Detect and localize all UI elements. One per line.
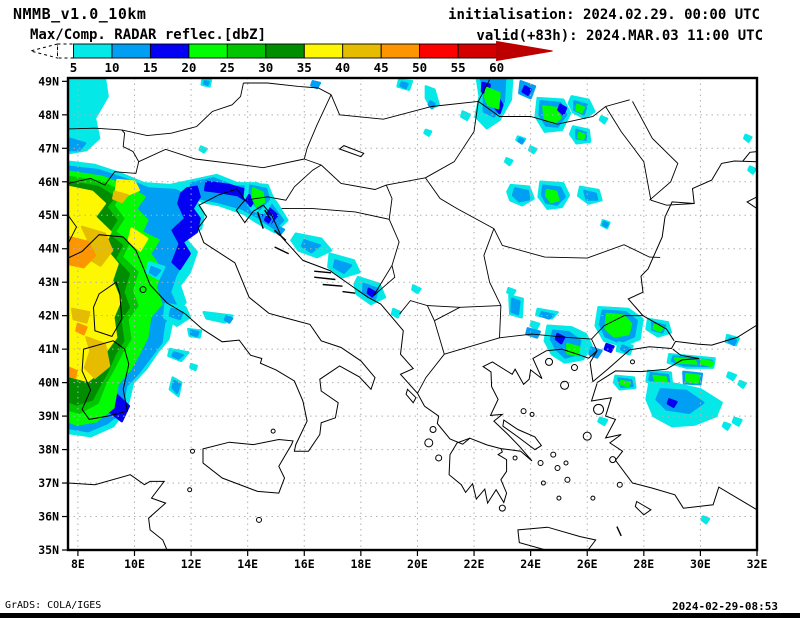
lat-tick-label: 41N xyxy=(38,342,59,356)
colorbar-tick-label: 40 xyxy=(335,60,350,75)
lon-tick-label: 16E xyxy=(294,557,315,571)
lon-tick-label: 8E xyxy=(71,557,85,571)
lon-tick-label: 30E xyxy=(690,557,711,571)
radar-blobs-group xyxy=(68,78,757,525)
lon-tick-label: 28E xyxy=(633,557,654,571)
creation-timestamp: 2024-02-29-08:53 xyxy=(672,600,778,613)
coastlines-group xyxy=(68,145,757,550)
lat-tick-label: 47N xyxy=(38,141,59,155)
lon-tick-label: 24E xyxy=(520,557,541,571)
colorbar-tick-label: 10 xyxy=(104,60,119,75)
colorbar-tick-label: 30 xyxy=(258,60,273,75)
lat-tick-label: 49N xyxy=(38,74,59,88)
lon-tick-label: 26E xyxy=(577,557,598,571)
colorbar-tick-label: 60 xyxy=(489,60,504,75)
lon-tick-label: 20E xyxy=(407,557,428,571)
lat-tick-label: 48N xyxy=(38,108,59,122)
lat-tick-label: 40N xyxy=(38,376,59,390)
colorbar-tick-label: 55 xyxy=(451,60,466,75)
lat-tick-label: 44N xyxy=(38,242,59,256)
product-label: Max/Comp. RADAR reflec.[dbZ] xyxy=(30,27,267,43)
axis-labels-group: 35N 36N 37N 38N 39N 40N 41N 42N 43N 44N 45N 46N 47N 4… xyxy=(38,74,767,571)
grads-credit: GrADS: COLA/IGES xyxy=(5,600,102,611)
bottom-window-bar xyxy=(0,613,800,618)
lon-tick-label: 22E xyxy=(464,557,485,571)
lat-tick-label: 42N xyxy=(38,309,59,323)
lat-tick-label: 36N xyxy=(38,510,59,524)
colorbar-tick-label: 50 xyxy=(412,60,427,75)
lon-tick-label: 10E xyxy=(124,557,145,571)
colorbar-tick-label: 25 xyxy=(220,60,235,75)
model-title: NMMB_v1.0_10km xyxy=(13,5,147,23)
lon-tick-label: 32E xyxy=(747,557,768,571)
colorbar-tick-label: 15 xyxy=(143,60,158,75)
lat-tick-label: 46N xyxy=(38,175,59,189)
lat-tick-label: 45N xyxy=(38,208,59,222)
lat-tick-label: 38N xyxy=(38,443,59,457)
lon-tick-label: 14E xyxy=(237,557,258,571)
colorbar-tick-label: 45 xyxy=(374,60,389,75)
colorbar-group: 5 10 15 20 25 30 35 40 45 50 55 60 xyxy=(28,40,553,75)
lon-tick-label: 12E xyxy=(181,557,202,571)
lon-tick-label: 18E xyxy=(350,557,371,571)
valid-time-label: valid(+83h): 2024.MAR.03 11:00 UTC xyxy=(476,28,763,44)
colorbar-tick-label: 20 xyxy=(181,60,196,75)
country-borders-group xyxy=(68,79,695,394)
lat-tick-label: 43N xyxy=(38,275,59,289)
colorbar-tick-label: 5 xyxy=(70,60,78,75)
map-frame-group xyxy=(66,76,759,552)
lat-tick-label: 35N xyxy=(38,543,59,557)
init-time-label: initialisation: 2024.02.29. 00:00 UTC xyxy=(448,7,760,23)
colorbar-tick-label: 35 xyxy=(297,60,312,75)
lat-tick-label: 37N xyxy=(38,476,59,490)
lat-tick-label: 39N xyxy=(38,409,59,423)
